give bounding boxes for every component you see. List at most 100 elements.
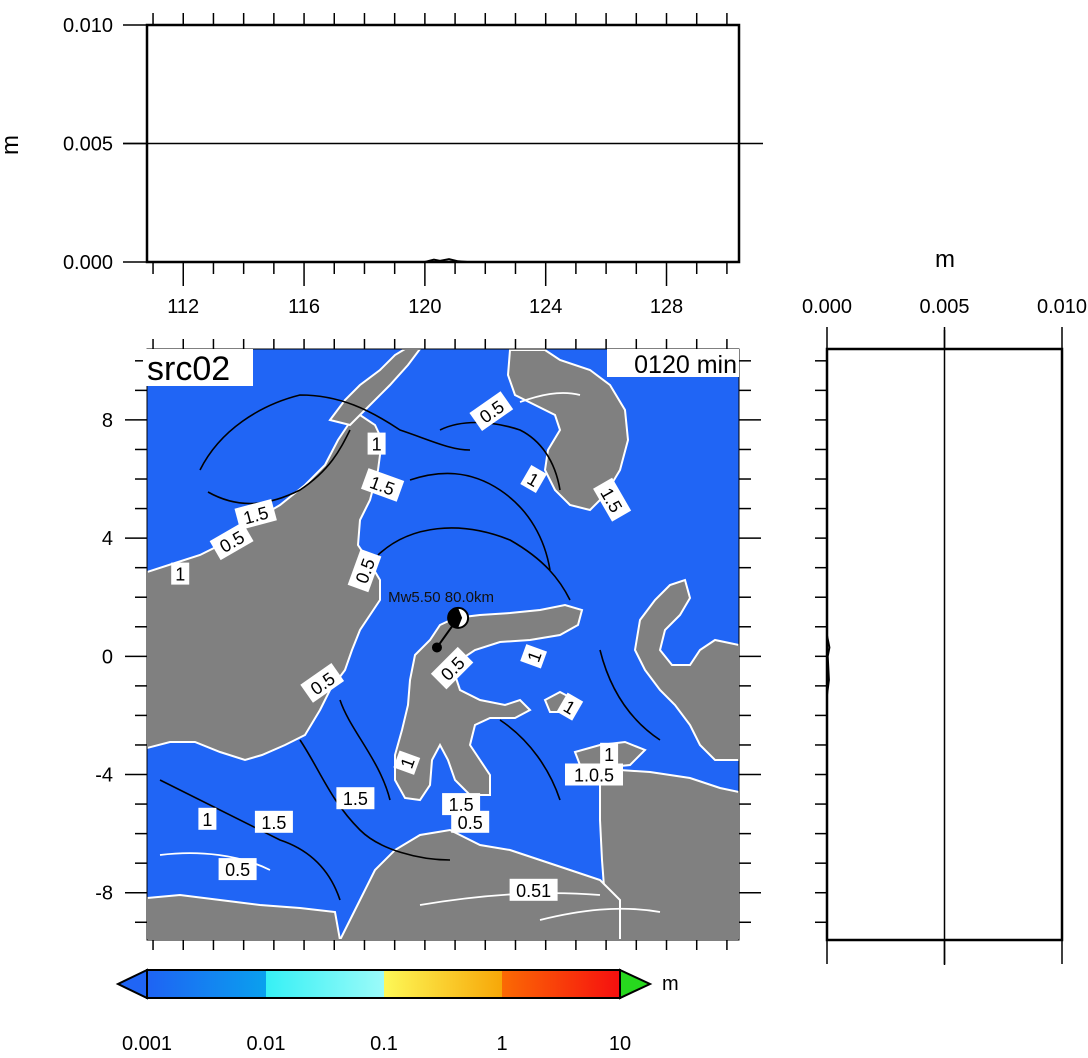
top-xtick-label: 128 — [650, 296, 683, 318]
contour-label-box — [360, 468, 405, 502]
map-panel: 0.511.5 11.51.50.51 0.50.5 10.5111.511.0.51… — [95, 339, 761, 950]
contour-label-box — [254, 810, 293, 833]
map-ytick-label: -4 — [95, 765, 113, 787]
contour-label-text: 1 — [372, 435, 382, 455]
contour-label-box — [509, 878, 558, 901]
map-ytick-label: 4 — [102, 528, 113, 550]
contour-label: 1.5 — [336, 787, 375, 810]
right-xtick-label: 0.005 — [919, 296, 969, 318]
contour-label: 1 — [367, 432, 386, 455]
contour-label: 1 — [520, 464, 547, 494]
epicenter-dot — [431, 642, 442, 653]
coast-line-1 — [519, 392, 581, 403]
map-title-left-box — [143, 349, 253, 386]
contour-label: 0.51 — [509, 878, 558, 901]
contour-label-box — [198, 807, 217, 830]
top-series-line — [147, 258, 739, 262]
top-ytick-label: 0.005 — [63, 134, 113, 156]
contour-label: 1 — [520, 644, 548, 669]
source-label: Mw5.50 80.0km — [388, 589, 494, 606]
map-axes: 8 4 0 -4 -8 — [95, 339, 761, 950]
contour-line-2 — [207, 429, 351, 505]
top-ytick-label: 0.000 — [63, 252, 113, 274]
colorbar-low-arrow — [115, 968, 148, 1000]
top-xtick-label: 120 — [408, 296, 441, 318]
contour-label: 1.5 — [254, 810, 293, 833]
contour-labels: 0.511.5 11.51.50.51 0.50.5 10.5111.511.0.51… — [171, 391, 632, 901]
map-ytick-label: -8 — [95, 883, 113, 905]
right-xtick-label: 0.010 — [1037, 296, 1087, 318]
right-timeseries-panel: 0.000 0.005 0.010 m — [802, 246, 1087, 965]
contour-label-box — [171, 562, 190, 585]
java-land — [147, 893, 342, 940]
contour-label-box — [430, 646, 474, 690]
top-axes: 0.000 0.005 0.010 112 116 120 124 128 — [63, 13, 728, 318]
contour-label: 1 — [171, 562, 190, 585]
contour-label: 0.5 — [300, 662, 345, 703]
contour-label-text: 0.5 — [225, 860, 250, 880]
contour-label: 1 — [198, 807, 217, 830]
contour-label-box — [451, 810, 490, 833]
colorbar-tick-4: 10 — [609, 1033, 631, 1055]
contour-label: 1.5 — [442, 793, 481, 816]
contour-label-text: 1 — [202, 810, 212, 830]
map-title-left: src02 — [147, 350, 230, 388]
contour-line-5 — [339, 699, 391, 801]
contour-label-box — [218, 858, 257, 881]
contour-line-10 — [439, 421, 561, 491]
map-frame — [146, 348, 740, 941]
contour-label-box — [520, 464, 547, 494]
contour-label-box — [442, 793, 481, 816]
contour-label-box — [600, 742, 619, 765]
right-xtick-label: 0.000 — [802, 296, 852, 318]
contour-line-9 — [599, 649, 661, 741]
lesser-sunda-land — [338, 828, 621, 940]
colorbar-segment-3 — [384, 970, 502, 998]
contour-label-box — [469, 391, 514, 432]
contour-line-7 — [159, 779, 341, 901]
colorbar-segment-2 — [266, 970, 384, 998]
colorbar-tick-2: 0.1 — [370, 1033, 398, 1055]
map-ytick-label: 0 — [102, 646, 113, 668]
contour-label-box — [556, 692, 584, 721]
right-axes: 0.000 0.005 0.010 — [802, 296, 1087, 964]
contour-line-6 — [299, 739, 451, 861]
contour-label-box — [520, 644, 548, 669]
top-ytick-label: 0.010 — [63, 15, 113, 37]
contour-line-1 — [199, 394, 471, 471]
colorbar-segment-4 — [502, 970, 620, 998]
top-timeseries-panel: 0.000 0.005 0.010 112 116 120 124 128 m — [0, 13, 763, 318]
contour-line-3 — [377, 527, 571, 601]
contour-label-box — [393, 750, 421, 775]
contour-label-box — [336, 787, 375, 810]
contour-label-box — [234, 498, 277, 531]
contour-label-text: 1 — [604, 745, 614, 765]
sulawesi-land — [394, 603, 584, 802]
map-ytick-label: 8 — [102, 410, 113, 432]
right-series-line — [826, 349, 831, 940]
contour-label-box — [300, 662, 345, 703]
top-xtick-label: 112 — [167, 296, 199, 318]
contour-label: 0.5 — [218, 858, 257, 881]
colorbar-segment-1 — [147, 970, 266, 998]
contour-label-text: 0.5 — [458, 813, 483, 833]
top-xtick-label: 124 — [529, 296, 562, 318]
contour-label-text: 1.5 — [261, 813, 286, 833]
contour-label-box — [209, 522, 254, 561]
contour-line-4 — [409, 472, 551, 571]
coast-line-2 — [159, 852, 271, 871]
depth-contours — [159, 394, 661, 901]
contour-label-box — [347, 548, 382, 593]
colorbar-tick-0: 0.001 — [122, 1033, 172, 1055]
focal-mechanism-icon — [447, 606, 470, 629]
colorbar-unit: m — [662, 973, 679, 995]
contour-label-text: 1.0.5 — [574, 766, 614, 786]
source-marker: Mw5.50 80.0km — [388, 589, 494, 653]
papua-land — [599, 768, 739, 940]
contour-label-box — [593, 477, 632, 522]
contour-label: 1 — [600, 742, 619, 765]
contour-label-text: 1.5 — [343, 789, 368, 809]
contour-label-box — [565, 763, 623, 786]
contour-label-text: 0.51 — [516, 881, 551, 901]
